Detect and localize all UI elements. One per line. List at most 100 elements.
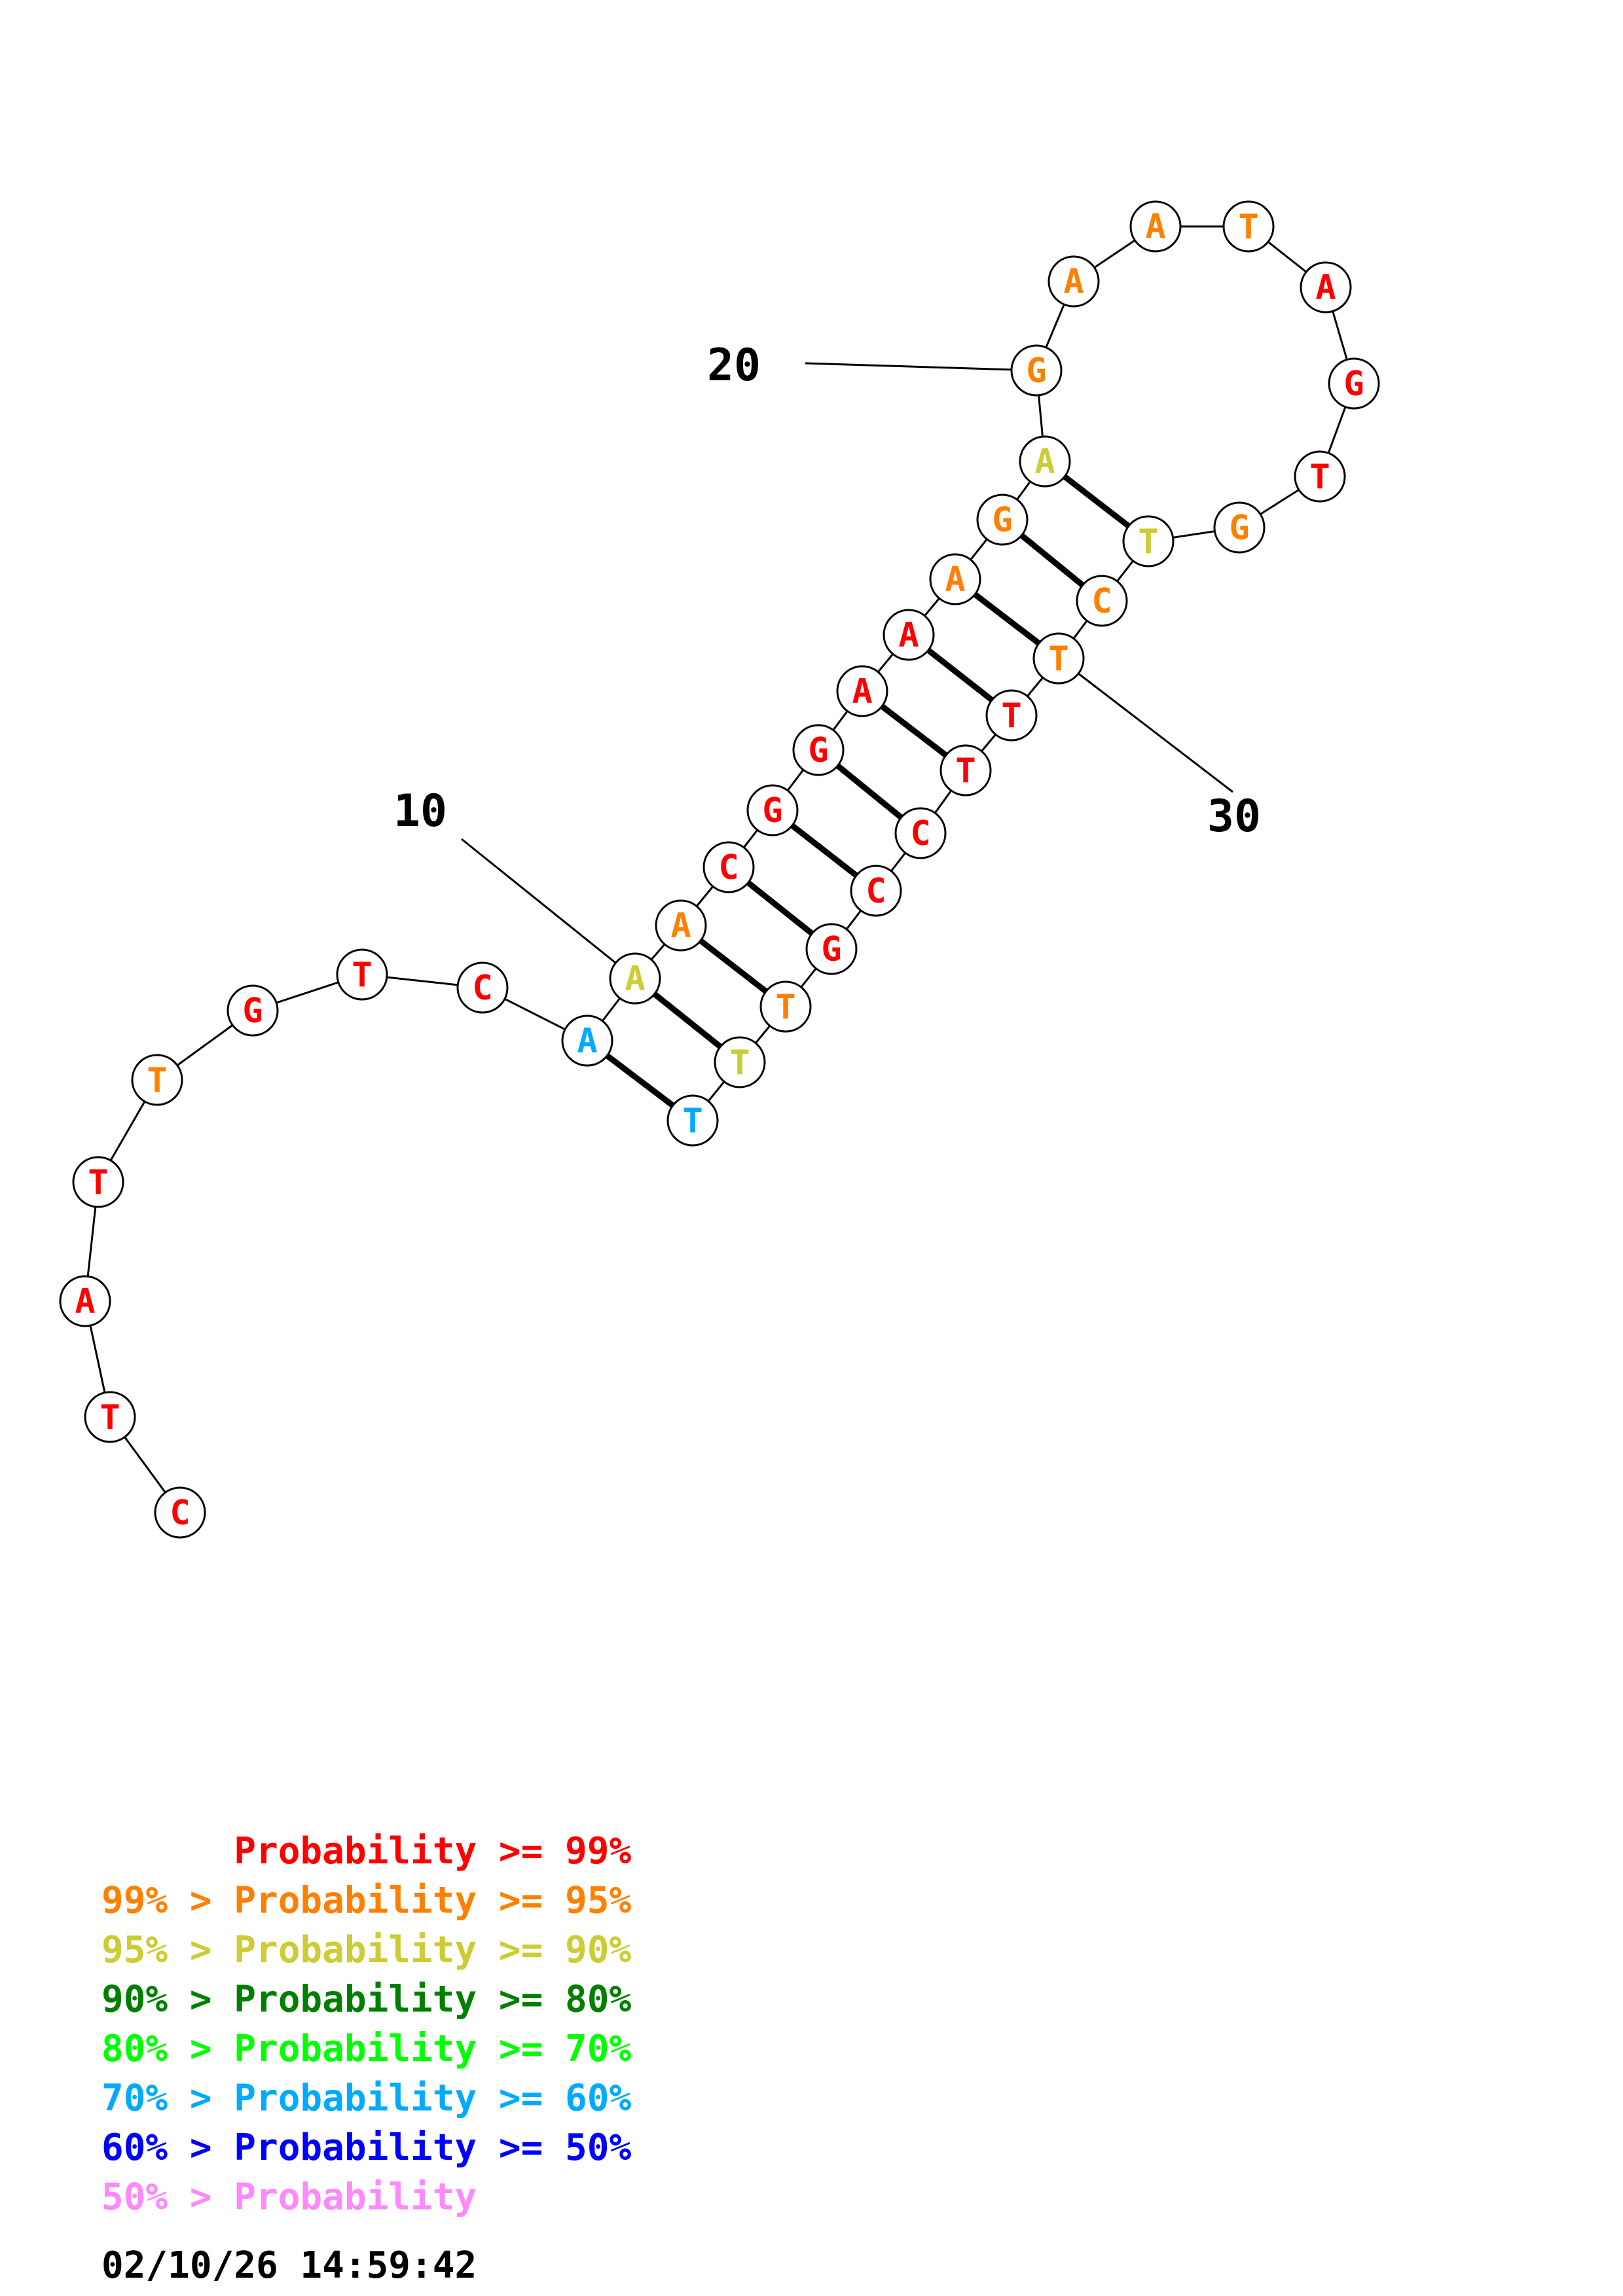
nucleotide-circle — [1300, 261, 1352, 314]
nucleotide: G — [746, 784, 799, 836]
nucleotide-letter: A — [898, 616, 919, 655]
legend-line: 99% > Probability >= 95% — [101, 1880, 631, 1922]
nucleotide: C — [894, 807, 947, 859]
nucleotide-letter: A — [1034, 442, 1055, 482]
nucleotide-letter: C — [718, 848, 739, 888]
nucleotide-letter: C — [910, 814, 930, 853]
nucleotide-letter: T — [1238, 207, 1258, 247]
nucleotide-circle — [1048, 255, 1100, 308]
nucleotide-circle — [805, 923, 858, 975]
nucleotide: C — [850, 865, 902, 917]
nucleotide-letter: T — [1309, 457, 1330, 497]
probability-legend: Probability >= 99% 99% > Probability >= 9… — [101, 1830, 631, 2219]
nucleotide-circle — [850, 865, 902, 917]
nucleotide-letter: G — [821, 930, 841, 969]
nucleotide-letter: G — [992, 501, 1012, 540]
nucleotide-circle — [1213, 501, 1266, 554]
nucleotide-letter: A — [577, 1022, 597, 1061]
nucleotide-letter: A — [1315, 268, 1336, 308]
nucleotide-circle — [609, 952, 661, 1005]
nucleotide-letter: T — [88, 1163, 108, 1202]
nucleotide-letter: T — [147, 1061, 167, 1100]
nucleotide-circle — [1328, 357, 1380, 410]
nucleotide-circle — [1122, 515, 1175, 567]
nucleotide: A — [1048, 255, 1100, 308]
nucleotide-circle — [1019, 435, 1071, 488]
nucleotide-circle — [929, 553, 981, 605]
nucleotide-letter: T — [352, 956, 372, 995]
nucleotide-circle — [1222, 200, 1275, 253]
nucleotide-circle — [746, 784, 799, 836]
nucleotide-circle — [1076, 575, 1128, 627]
nucleotide-circle — [702, 841, 755, 893]
nucleotide-circle — [456, 961, 509, 1014]
nucleotide-circle — [759, 980, 812, 1033]
nucleotide: G — [1213, 501, 1266, 554]
index-labels: 10 20 30 — [393, 340, 1261, 842]
nucleotide: C — [702, 841, 755, 893]
nucleotide-letter: T — [729, 1043, 750, 1083]
nucleotide-letter: A — [670, 906, 691, 946]
nucleotide-letter: T — [682, 1102, 702, 1141]
nucleotide: T — [72, 1156, 124, 1208]
nucleotide: T — [131, 1054, 183, 1106]
nucleotide-circle — [655, 899, 707, 952]
legend-line: 60% > Probability >= 50% — [101, 2126, 631, 2169]
nucleotide: A — [929, 553, 981, 605]
nucleotide-circle — [561, 1014, 613, 1067]
legend-line: 70% > Probability >= 60% — [101, 2077, 631, 2120]
index-tick-line — [1058, 657, 1233, 793]
nucleotide: T — [1222, 200, 1275, 253]
nucleotide: A — [561, 1014, 613, 1067]
nucleotide-circle — [1129, 200, 1182, 253]
nucleotide-circle — [666, 1094, 719, 1147]
nucleotide-letter: A — [945, 560, 965, 600]
nucleotide-circle — [976, 493, 1029, 546]
nucleotide: G — [1328, 357, 1380, 410]
nucleotide: A — [609, 952, 661, 1005]
nucleotide-letter: G — [1343, 365, 1364, 404]
nucleotide-circle — [939, 744, 992, 797]
nucleotide-letter: A — [625, 960, 645, 999]
nucleotide: A — [59, 1275, 111, 1327]
nucleotide: A — [1300, 261, 1352, 314]
nucleotide-letter: C — [866, 872, 886, 911]
nucleotide-letter: C — [170, 1494, 190, 1533]
nucleotide-circle — [883, 609, 935, 661]
nucleotide-letter: A — [1063, 262, 1084, 302]
nucleotide: T — [666, 1094, 719, 1147]
nucleotide-letter: T — [1048, 639, 1068, 679]
nucleotide: G — [976, 493, 1029, 546]
nucleotide: G — [227, 984, 279, 1037]
nucleotide: C — [1076, 575, 1128, 627]
nucleotide-letter: G — [1229, 509, 1249, 548]
nucleotide-circle — [1294, 450, 1346, 503]
nucleotide-circle — [154, 1486, 206, 1539]
nucleotide: G — [1010, 344, 1063, 397]
index-label: 10 — [393, 785, 447, 837]
nucleotide-letter: A — [75, 1282, 95, 1321]
nucleotide: T — [985, 689, 1038, 742]
nucleotide-circle — [72, 1156, 124, 1208]
nucleotide-letter: C — [472, 969, 492, 1008]
nucleotide: T — [759, 980, 812, 1033]
nucleotide-letter: T — [100, 1398, 120, 1437]
nucleotide-circle — [714, 1036, 766, 1088]
nucleotide: A — [836, 665, 888, 717]
nucleotide: C — [456, 961, 509, 1014]
nucleotide: A — [655, 899, 707, 952]
base-pair-lines — [585, 459, 1150, 1123]
nucleotide: T — [939, 744, 992, 797]
index-tick-line — [805, 362, 1037, 372]
nucleotide-circle — [84, 1391, 136, 1443]
nucleotide-circle — [792, 724, 845, 776]
nucleotide-circle — [336, 948, 388, 1001]
nucleotide-circle — [1010, 344, 1063, 397]
nucleotide: T — [1032, 632, 1085, 685]
nucleotide: G — [792, 724, 845, 776]
legend-line: 95% > Probability >= 90% — [101, 1929, 631, 1971]
nucleotide: A — [1129, 200, 1182, 253]
nucleotide: T — [714, 1036, 766, 1088]
